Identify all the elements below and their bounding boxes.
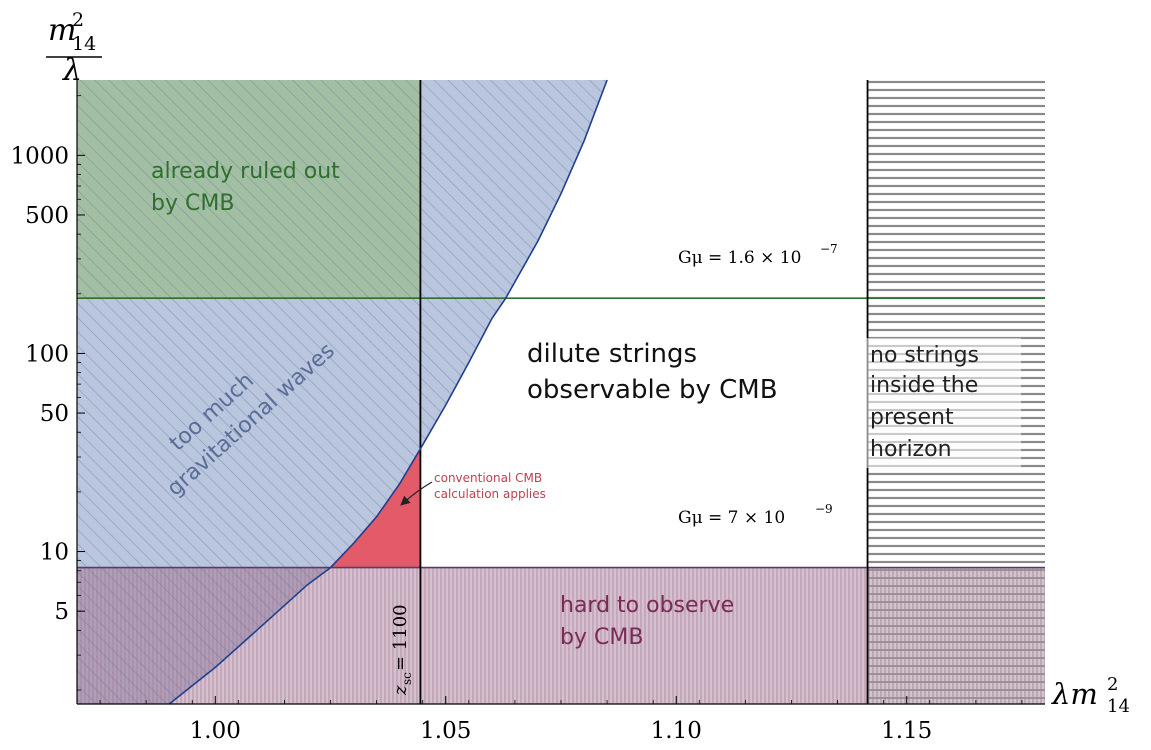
x-tick-label-2: 1.10 bbox=[651, 718, 702, 744]
y-tick-label-0: 5 bbox=[54, 599, 69, 625]
y-tick-label-1: 10 bbox=[40, 540, 69, 566]
x-tick-label-3: 1.15 bbox=[881, 718, 932, 744]
no-strings-label: no strings inside the present horizon bbox=[866, 338, 1021, 468]
x-tick-label-1: 1.05 bbox=[420, 718, 471, 744]
hard-label-line1: hard to observe bbox=[560, 593, 734, 618]
y-label-denominator: λ bbox=[62, 53, 82, 88]
y-tick-label-2: 50 bbox=[40, 401, 69, 427]
x-tick-label-0: 1.00 bbox=[190, 718, 241, 744]
y-label-sub: 14 bbox=[72, 33, 96, 55]
y-tick-label-5: 1000 bbox=[10, 143, 69, 169]
y-label-sup: 2 bbox=[72, 9, 84, 31]
no-strings-line1: no strings bbox=[870, 343, 979, 368]
x-axis-label: λm 2 14 bbox=[1051, 674, 1130, 717]
no-strings-line4: horizon bbox=[870, 437, 952, 462]
x-label-sup: 2 bbox=[1107, 674, 1118, 695]
dilute-label-line1: dilute strings bbox=[527, 339, 697, 369]
horizon-hard-hatch bbox=[868, 568, 1045, 704]
y-tick-label-3: 100 bbox=[25, 341, 69, 367]
ruled-out-label-line2: by CMB bbox=[151, 191, 234, 216]
gmu-high-label: Gμ = 1.6 × 10 −7 bbox=[678, 242, 838, 268]
no-strings-line2: inside the bbox=[870, 373, 978, 398]
gmu-low-text: Gμ = 7 × 10 bbox=[678, 508, 785, 528]
conventional-label-line2: calculation applies bbox=[434, 487, 546, 501]
x-label-sub: 14 bbox=[1107, 696, 1130, 717]
gmu-low-exp: −9 bbox=[815, 502, 833, 516]
gmu-high-exp: −7 bbox=[820, 242, 838, 256]
no-strings-line3: present bbox=[870, 405, 954, 430]
dilute-label-line2: observable by CMB bbox=[527, 375, 778, 405]
conventional-label-line1: conventional CMB bbox=[434, 471, 542, 485]
x-label-main: λm bbox=[1051, 677, 1098, 711]
hard-label-line2: by CMB bbox=[560, 625, 643, 650]
ruled-out-label-line1: already ruled out bbox=[151, 159, 340, 184]
y-tick-label-4: 500 bbox=[25, 203, 69, 229]
gmu-low-label: Gμ = 7 × 10 −9 bbox=[678, 502, 833, 528]
horizon-hatch bbox=[868, 80, 1045, 568]
zsc-tail: = 1100 bbox=[390, 604, 411, 671]
zsc-text: z bbox=[390, 685, 411, 696]
zsc-sub: sc bbox=[400, 672, 414, 685]
y-axis-label: m 2 14 λ bbox=[46, 9, 102, 88]
gmu-high-text: Gμ = 1.6 × 10 bbox=[678, 248, 801, 268]
